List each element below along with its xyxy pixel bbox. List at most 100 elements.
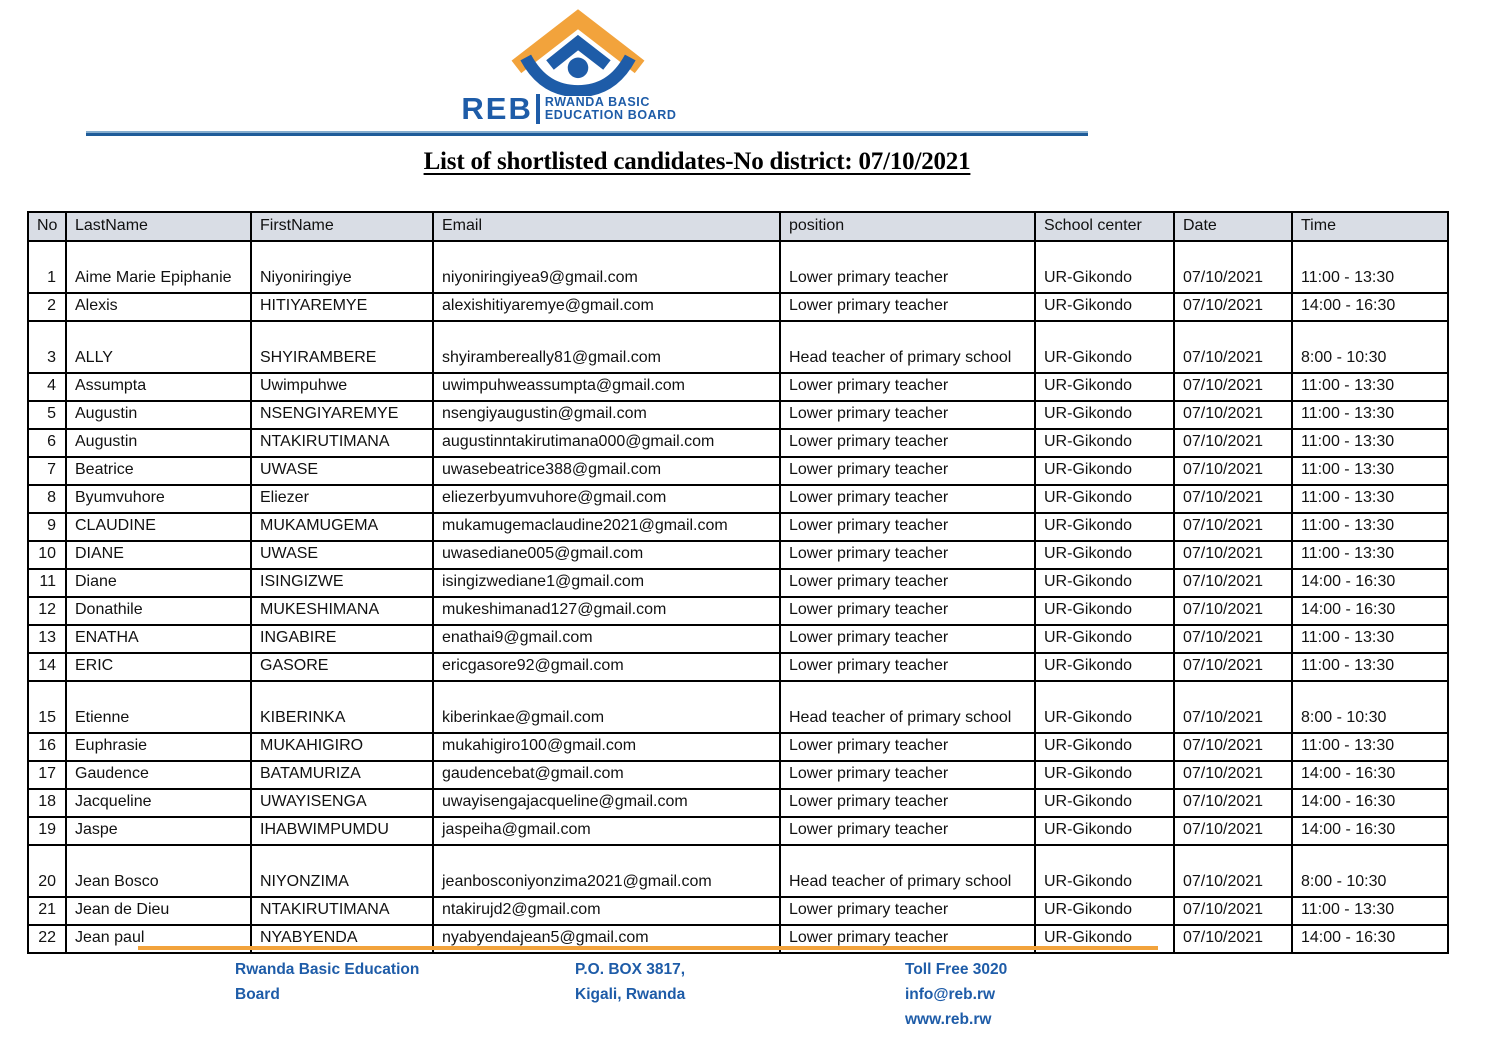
cell-position: Lower primary teacher (779, 568, 1036, 598)
cell-position: Lower primary teacher (779, 456, 1036, 486)
cell-time: 11:00 - 13:30 (1291, 624, 1449, 654)
cell-school_center: UR-Gikondo (1034, 816, 1175, 846)
cell-first_name: NIYONZIMA (250, 844, 434, 898)
cell-position: Lower primary teacher (779, 788, 1036, 818)
cell-last_name: Assumpta (65, 372, 252, 402)
cell-last_name: Alexis (65, 292, 252, 322)
cell-date: 07/10/2021 (1173, 428, 1293, 458)
table-row: 1 Aime Marie Epiphanie Niyoniringiye niyoni… (27, 240, 1449, 294)
cell-first_name: MUKAHIGIRO (250, 732, 434, 762)
cell-date: 07/10/2021 (1173, 652, 1293, 682)
cell-date: 07/10/2021 (1173, 732, 1293, 762)
table-row: 15 Etienne KIBERINKA kiberinkae@gmail.com He… (27, 680, 1449, 734)
footer-website: www.reb.rw (905, 1011, 992, 1028)
table-row: 16 Euphrasie MUKAHIGIRO mukahigiro100@gmail… (27, 732, 1449, 762)
cell-no: 13 (27, 624, 67, 654)
cell-time: 11:00 - 13:30 (1291, 540, 1449, 570)
table-row: 19 Jaspe IHABWIMPUMDU jaspeiha@gmail.com Low… (27, 816, 1449, 846)
cell-last_name: Euphrasie (65, 732, 252, 762)
column-header-email: Email (432, 211, 781, 242)
cell-date: 07/10/2021 (1173, 844, 1293, 898)
reb-eye-logo-icon (511, 9, 645, 96)
cell-time: 8:00 - 10:30 (1291, 844, 1449, 898)
column-header-no: No (27, 211, 67, 242)
footer-address-line1: P.O. BOX 3817, (575, 961, 685, 978)
cell-no: 20 (27, 844, 67, 898)
cell-no: 19 (27, 816, 67, 846)
footer-org-line1: Rwanda Basic Education (235, 961, 420, 978)
cell-email: mukeshimanad127@gmail.com (432, 596, 781, 626)
cell-email: niyoniringiyea9@gmail.com (432, 240, 781, 294)
cell-last_name: Gaudence (65, 760, 252, 790)
logo-divider-bar (535, 94, 540, 124)
cell-position: Lower primary teacher (779, 428, 1036, 458)
footer-org-line2: Board (235, 986, 280, 1003)
cell-position: Lower primary teacher (779, 372, 1036, 402)
column-header-school_center: School center (1034, 211, 1175, 242)
cell-first_name: MUKESHIMANA (250, 596, 434, 626)
footer-email: info@reb.rw (905, 986, 996, 1003)
cell-date: 07/10/2021 (1173, 320, 1293, 374)
cell-school_center: UR-Gikondo (1034, 400, 1175, 430)
cell-position: Head teacher of primary school (779, 680, 1036, 734)
cell-date: 07/10/2021 (1173, 292, 1293, 322)
footer-organization: Rwanda Basic Education Board (235, 957, 465, 1007)
cell-no: 7 (27, 456, 67, 486)
cell-email: jaspeiha@gmail.com (432, 816, 781, 846)
cell-date: 07/10/2021 (1173, 240, 1293, 294)
cell-email: kiberinkae@gmail.com (432, 680, 781, 734)
cell-position: Head teacher of primary school (779, 844, 1036, 898)
cell-email: enathai9@gmail.com (432, 624, 781, 654)
cell-position: Lower primary teacher (779, 596, 1036, 626)
cell-school_center: UR-Gikondo (1034, 624, 1175, 654)
cell-email: augustinntakirutimana000@gmail.com (432, 428, 781, 458)
table-row: 2 Alexis HITIYAREMYE alexishitiyaremye@gmai… (27, 292, 1449, 322)
cell-time: 14:00 - 16:30 (1291, 760, 1449, 790)
footer-divider (138, 946, 1158, 950)
cell-position: Lower primary teacher (779, 760, 1036, 790)
cell-date: 07/10/2021 (1173, 760, 1293, 790)
cell-position: Lower primary teacher (779, 512, 1036, 542)
cell-last_name: Jean de Dieu (65, 896, 252, 926)
cell-last_name: Etienne (65, 680, 252, 734)
footer-contact: Toll Free 3020 info@reb.rw www.reb.rw (905, 957, 1135, 1032)
table-row: 20 Jean Bosco NIYONZIMA jeanbosconiyonzima2… (27, 844, 1449, 898)
cell-first_name: HITIYAREMYE (250, 292, 434, 322)
cell-position: Lower primary teacher (779, 624, 1036, 654)
cell-first_name: GASORE (250, 652, 434, 682)
cell-school_center: UR-Gikondo (1034, 292, 1175, 322)
cell-position: Lower primary teacher (779, 816, 1036, 846)
cell-school_center: UR-Gikondo (1034, 484, 1175, 514)
cell-date: 07/10/2021 (1173, 372, 1293, 402)
cell-first_name: SHYIRAMBERE (250, 320, 434, 374)
cell-time: 8:00 - 10:30 (1291, 680, 1449, 734)
cell-first_name: UWASE (250, 456, 434, 486)
cell-first_name: INGABIRE (250, 624, 434, 654)
cell-first_name: UWAYISENGA (250, 788, 434, 818)
cell-time: 11:00 - 13:30 (1291, 732, 1449, 762)
cell-last_name: Byumvuhore (65, 484, 252, 514)
table-row: 11 Diane ISINGIZWE isingizwediane1@gmail.co… (27, 568, 1449, 598)
column-header-position: position (779, 211, 1036, 242)
logo-acronym: REB (461, 91, 533, 126)
cell-date: 07/10/2021 (1173, 400, 1293, 430)
cell-last_name: Donathile (65, 596, 252, 626)
cell-school_center: UR-Gikondo (1034, 760, 1175, 790)
cell-first_name: MUKAMUGEMA (250, 512, 434, 542)
cell-first_name: ISINGIZWE (250, 568, 434, 598)
cell-position: Lower primary teacher (779, 400, 1036, 430)
cell-first_name: Eliezer (250, 484, 434, 514)
cell-school_center: UR-Gikondo (1034, 372, 1175, 402)
table-row: 13 ENATHA INGABIRE enathai9@gmail.com Lower … (27, 624, 1449, 654)
page-title: List of shortlisted candidates-No distri… (423, 148, 971, 175)
cell-date: 07/10/2021 (1173, 816, 1293, 846)
cell-school_center: UR-Gikondo (1034, 240, 1175, 294)
cell-email: uwasediane005@gmail.com (432, 540, 781, 570)
cell-school_center: UR-Gikondo (1034, 788, 1175, 818)
cell-school_center: UR-Gikondo (1034, 540, 1175, 570)
cell-position: Lower primary teacher (779, 292, 1036, 322)
table-row: 12 Donathile MUKESHIMANA mukeshimanad127@gm… (27, 596, 1449, 626)
cell-date: 07/10/2021 (1173, 788, 1293, 818)
cell-school_center: UR-Gikondo (1034, 896, 1175, 926)
